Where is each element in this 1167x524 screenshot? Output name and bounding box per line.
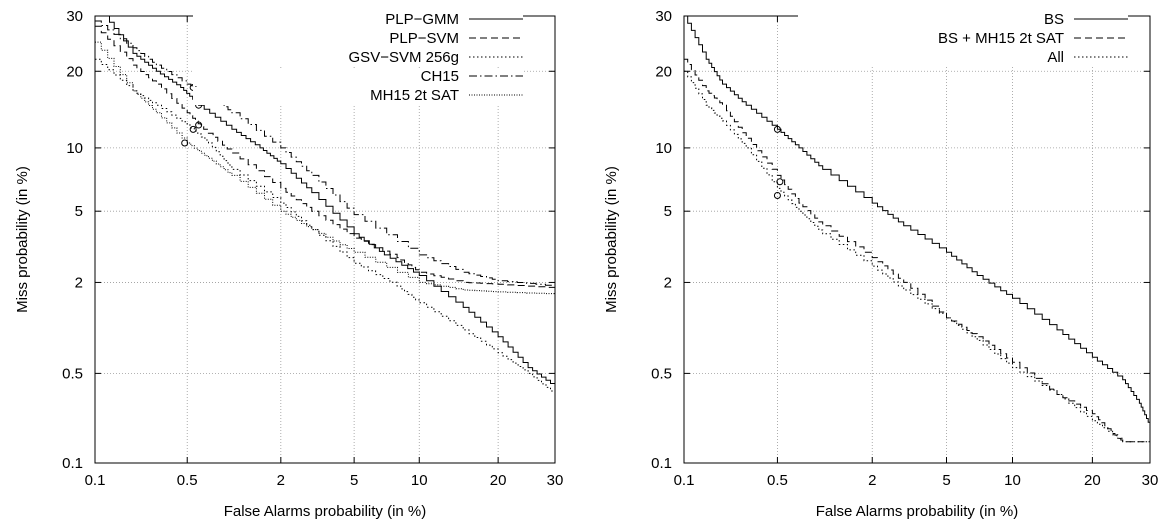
series-5 bbox=[95, 41, 556, 295]
x-tick-label: 30 bbox=[1142, 472, 1159, 489]
legend-bg bbox=[193, 68, 523, 86]
x-tick-label: 20 bbox=[1084, 472, 1101, 489]
operating-point-marker bbox=[189, 125, 197, 133]
grid bbox=[684, 16, 1150, 463]
series-line bbox=[95, 25, 556, 288]
operating-point-marker bbox=[776, 178, 784, 186]
y-axis-title: Miss probability (in %) bbox=[14, 166, 31, 313]
legend-bg bbox=[193, 11, 523, 29]
legend-label: MH15 2t SAT bbox=[370, 87, 459, 104]
legend: PLP−GMM PLP−SVM GSV−SVM 256g CH15 MH15 2t SA… bbox=[193, 11, 523, 105]
x-tick-label: 0.1 bbox=[674, 472, 695, 489]
legend-bg bbox=[798, 30, 1128, 48]
legend-bg bbox=[193, 87, 523, 105]
y-tick-label: 20 bbox=[655, 63, 672, 80]
chart-panel-2: 0.1 0.5 2 5 10 20 30 0.1 0.5 2 5 10 20 30 False Alarms… bbox=[603, 8, 1158, 520]
legend-bg bbox=[193, 49, 523, 67]
series-line bbox=[95, 58, 556, 395]
series-2 bbox=[684, 58, 1150, 443]
legend-label: GSV−SVM 256g bbox=[349, 49, 459, 66]
y-tick-label: 10 bbox=[66, 140, 83, 157]
legend-label: All bbox=[1047, 49, 1064, 66]
legend: BS BS + MH15 2t SAT All bbox=[798, 11, 1128, 67]
y-tick-label: 10 bbox=[655, 140, 672, 157]
series-3 bbox=[95, 58, 556, 395]
x-tick-label: 0.5 bbox=[177, 472, 198, 489]
y-tick-label: 5 bbox=[75, 203, 83, 220]
y-axis-title: Miss probability (in %) bbox=[603, 166, 620, 313]
y-tick-label: 5 bbox=[664, 203, 672, 220]
legend-label: BS bbox=[1044, 11, 1064, 28]
x-tick-label: 30 bbox=[547, 472, 564, 489]
series-line bbox=[104, 15, 556, 387]
x-axis-title: False Alarms probability (in %) bbox=[224, 503, 427, 520]
y-tick-label: 2 bbox=[664, 274, 672, 291]
y-tick-label: 0.5 bbox=[62, 365, 83, 382]
legend-label: CH15 bbox=[421, 68, 459, 85]
y-tick-label: 2 bbox=[75, 274, 83, 291]
series-1 bbox=[684, 15, 1151, 427]
operating-point-marker bbox=[195, 121, 203, 129]
x-tick-label: 0.5 bbox=[767, 472, 788, 489]
legend-bg bbox=[193, 30, 523, 48]
legend-label: PLP−SVM bbox=[389, 30, 459, 47]
operating-point-marker bbox=[773, 192, 781, 200]
series-line bbox=[684, 15, 1151, 427]
x-tick-label: 10 bbox=[1004, 472, 1021, 489]
grid bbox=[95, 16, 555, 463]
operating-point-marker bbox=[181, 139, 189, 147]
y-tick-label: 0.1 bbox=[62, 455, 83, 472]
x-tick-label: 2 bbox=[277, 472, 285, 489]
plot-frame bbox=[683, 15, 1151, 464]
operating-point-marker bbox=[773, 125, 781, 133]
series-line bbox=[684, 58, 1150, 443]
series-2 bbox=[95, 25, 556, 288]
y-tick-label: 0.5 bbox=[651, 365, 672, 382]
x-tick-label: 10 bbox=[411, 472, 428, 489]
x-tick-label: 5 bbox=[350, 472, 358, 489]
legend-bg bbox=[798, 11, 1128, 29]
x-tick-label: 2 bbox=[868, 472, 876, 489]
y-tick-label: 30 bbox=[655, 8, 672, 25]
x-tick-label: 5 bbox=[942, 472, 950, 489]
x-tick-label: 20 bbox=[490, 472, 507, 489]
series-3 bbox=[684, 70, 1150, 443]
legend-bg bbox=[798, 49, 1128, 67]
legend-label: PLP−GMM bbox=[385, 11, 459, 28]
y-tick-label: 20 bbox=[66, 63, 83, 80]
series-line bbox=[95, 20, 556, 287]
x-tick-label: 0.1 bbox=[85, 472, 106, 489]
chart-panel-1: 0.1 0.5 2 5 10 20 30 0.1 0.5 2 5 10 20 30 False Alarms… bbox=[14, 8, 563, 520]
y-tick-label: 0.1 bbox=[651, 455, 672, 472]
x-axis-title: False Alarms probability (in %) bbox=[816, 503, 1019, 520]
legend-label: BS + MH15 2t SAT bbox=[938, 30, 1064, 47]
series-line bbox=[684, 70, 1150, 443]
y-tick-label: 30 bbox=[66, 8, 83, 25]
